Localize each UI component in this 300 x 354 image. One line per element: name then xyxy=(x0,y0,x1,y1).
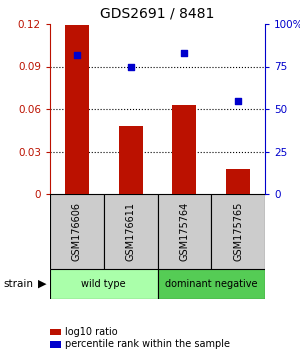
Title: GDS2691 / 8481: GDS2691 / 8481 xyxy=(100,6,215,20)
Point xyxy=(236,98,241,103)
Text: dominant negative: dominant negative xyxy=(165,279,257,289)
Point xyxy=(74,52,79,57)
Bar xyxy=(172,105,196,194)
Text: wild type: wild type xyxy=(81,279,126,289)
Point xyxy=(182,50,187,56)
Text: log10 ratio: log10 ratio xyxy=(65,327,118,337)
Bar xyxy=(50,269,158,299)
Bar xyxy=(226,169,250,194)
Bar xyxy=(50,194,104,269)
Text: GSM175765: GSM175765 xyxy=(233,202,243,261)
Text: GSM176611: GSM176611 xyxy=(126,202,136,261)
Bar xyxy=(65,25,89,194)
Bar xyxy=(211,194,265,269)
Text: percentile rank within the sample: percentile rank within the sample xyxy=(65,339,230,349)
Bar xyxy=(104,194,158,269)
Text: ▶: ▶ xyxy=(38,279,46,289)
Text: GSM176606: GSM176606 xyxy=(72,202,82,261)
Point xyxy=(128,64,133,69)
Text: strain: strain xyxy=(3,279,33,289)
Bar xyxy=(158,269,265,299)
Bar xyxy=(118,126,143,194)
Text: GSM175764: GSM175764 xyxy=(179,202,189,261)
Bar xyxy=(158,194,211,269)
